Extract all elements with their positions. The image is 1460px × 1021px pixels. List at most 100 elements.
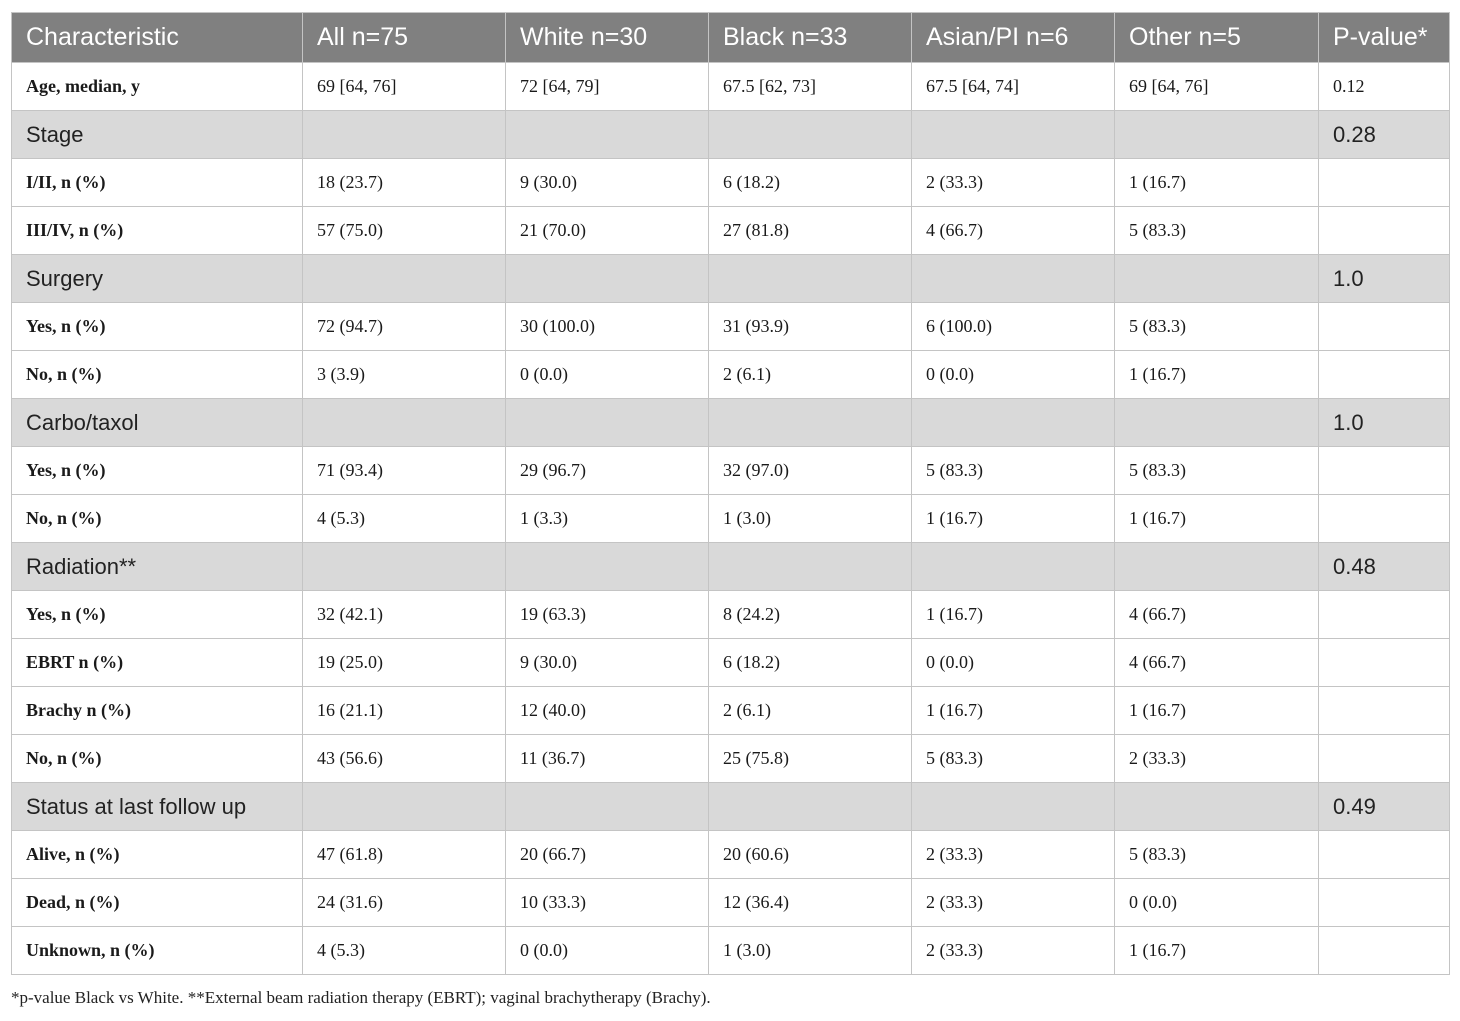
table-row: Unknown, n (%) 4 (5.3) 0 (0.0) 1 (3.0) 2 (33… <box>11 926 1450 975</box>
value-cell: 24 (31.6) <box>302 878 506 927</box>
value-cell <box>505 542 709 591</box>
value-cell: 16 (21.1) <box>302 686 506 735</box>
value-cell: 4 (5.3) <box>302 494 506 543</box>
row-label: Dead, n (%) <box>11 878 303 927</box>
value-cell: 8 (24.2) <box>708 590 912 639</box>
value-cell: 30 (100.0) <box>505 302 709 351</box>
value-cell: 2 (33.3) <box>1114 734 1319 783</box>
table-body: Age, median, y 69 [64, 76] 72 [64, 79] 67.5… <box>11 62 1450 975</box>
value-cell: 69 [64, 76] <box>1114 62 1319 111</box>
value-cell: 6 (18.2) <box>708 158 912 207</box>
table-row: Yes, n (%) 72 (94.7) 30 (100.0) 31 (93.9) 6 … <box>11 302 1450 351</box>
value-cell <box>1114 542 1319 591</box>
section-label: Stage <box>11 110 303 159</box>
value-cell: 2 (33.3) <box>911 926 1115 975</box>
value-cell: 72 [64, 79] <box>505 62 709 111</box>
value-cell: 1 (16.7) <box>911 686 1115 735</box>
section-label: Surgery <box>11 254 303 303</box>
table-row: EBRT n (%) 19 (25.0) 9 (30.0) 6 (18.2) 0 (0.… <box>11 638 1450 687</box>
table-row: I/II, n (%) 18 (23.7) 9 (30.0) 6 (18.2) 2 (3… <box>11 158 1450 207</box>
value-cell: 29 (96.7) <box>505 446 709 495</box>
value-cell: 5 (83.3) <box>1114 206 1319 255</box>
value-cell: 1 (16.7) <box>911 494 1115 543</box>
value-cell <box>708 110 912 159</box>
table-row: III/IV, n (%) 57 (75.0) 21 (70.0) 27 (81.8)… <box>11 206 1450 255</box>
value-cell <box>708 782 912 831</box>
value-cell: 1 (3.0) <box>708 494 912 543</box>
value-cell: 2 (6.1) <box>708 686 912 735</box>
value-cell: 11 (36.7) <box>505 734 709 783</box>
row-label: I/II, n (%) <box>11 158 303 207</box>
value-cell: 9 (30.0) <box>505 638 709 687</box>
value-cell: 9 (30.0) <box>505 158 709 207</box>
value-cell <box>911 254 1115 303</box>
value-cell: 1 (16.7) <box>1114 494 1319 543</box>
p-value-cell: 0.48 <box>1318 542 1450 591</box>
header-asian-pi: Asian/PI n=6 <box>911 12 1115 63</box>
value-cell: 1 (16.7) <box>1114 158 1319 207</box>
value-cell: 4 (66.7) <box>911 206 1115 255</box>
value-cell: 3 (3.9) <box>302 350 506 399</box>
value-cell: 69 [64, 76] <box>302 62 506 111</box>
row-label: III/IV, n (%) <box>11 206 303 255</box>
value-cell <box>911 542 1115 591</box>
value-cell: 10 (33.3) <box>505 878 709 927</box>
row-label: Yes, n (%) <box>11 302 303 351</box>
value-cell: 20 (66.7) <box>505 830 709 879</box>
p-value-cell <box>1318 686 1450 735</box>
value-cell <box>911 782 1115 831</box>
p-value-cell <box>1318 446 1450 495</box>
section-label: Carbo/taxol <box>11 398 303 447</box>
row-label: Unknown, n (%) <box>11 926 303 975</box>
value-cell: 32 (42.1) <box>302 590 506 639</box>
value-cell: 25 (75.8) <box>708 734 912 783</box>
p-value-cell <box>1318 878 1450 927</box>
p-value-cell <box>1318 494 1450 543</box>
value-cell <box>505 110 709 159</box>
section-row: Carbo/taxol 1.0 <box>11 398 1450 447</box>
value-cell <box>1114 782 1319 831</box>
value-cell: 0 (0.0) <box>911 638 1115 687</box>
value-cell: 2 (6.1) <box>708 350 912 399</box>
table-row: Brachy n (%) 16 (21.1) 12 (40.0) 2 (6.1) 1 (… <box>11 686 1450 735</box>
row-label: EBRT n (%) <box>11 638 303 687</box>
p-value-cell <box>1318 302 1450 351</box>
value-cell: 57 (75.0) <box>302 206 506 255</box>
value-cell: 6 (100.0) <box>911 302 1115 351</box>
value-cell <box>302 782 506 831</box>
table-row: No, n (%) 43 (56.6) 11 (36.7) 25 (75.8) 5 (8… <box>11 734 1450 783</box>
p-value-cell <box>1318 158 1450 207</box>
p-value-cell <box>1318 830 1450 879</box>
value-cell: 31 (93.9) <box>708 302 912 351</box>
value-cell: 1 (16.7) <box>911 590 1115 639</box>
p-value-cell: 0.12 <box>1318 62 1450 111</box>
row-label: No, n (%) <box>11 494 303 543</box>
header-characteristic: Characteristic <box>11 12 303 63</box>
value-cell <box>708 398 912 447</box>
value-cell: 67.5 [62, 73] <box>708 62 912 111</box>
header-p-value: P-value* <box>1318 12 1450 63</box>
value-cell <box>911 398 1115 447</box>
value-cell <box>302 398 506 447</box>
section-row: Stage 0.28 <box>11 110 1450 159</box>
header-black: Black n=33 <box>708 12 912 63</box>
value-cell: 1 (16.7) <box>1114 350 1319 399</box>
value-cell: 4 (66.7) <box>1114 590 1319 639</box>
value-cell: 21 (70.0) <box>505 206 709 255</box>
row-label: Brachy n (%) <box>11 686 303 735</box>
value-cell <box>1114 110 1319 159</box>
value-cell: 1 (16.7) <box>1114 926 1319 975</box>
value-cell <box>1114 254 1319 303</box>
value-cell: 20 (60.6) <box>708 830 912 879</box>
value-cell: 27 (81.8) <box>708 206 912 255</box>
value-cell <box>302 542 506 591</box>
p-value-cell <box>1318 350 1450 399</box>
header-row: Characteristic All n=75 White n=30 Black… <box>11 12 1450 63</box>
value-cell: 1 (16.7) <box>1114 686 1319 735</box>
row-label: Yes, n (%) <box>11 590 303 639</box>
value-cell: 5 (83.3) <box>911 446 1115 495</box>
section-row: Surgery 1.0 <box>11 254 1450 303</box>
value-cell: 5 (83.3) <box>1114 830 1319 879</box>
table-row: No, n (%) 3 (3.9) 0 (0.0) 2 (6.1) 0 (0.0) 1 (… <box>11 350 1450 399</box>
p-value-cell: 0.28 <box>1318 110 1450 159</box>
